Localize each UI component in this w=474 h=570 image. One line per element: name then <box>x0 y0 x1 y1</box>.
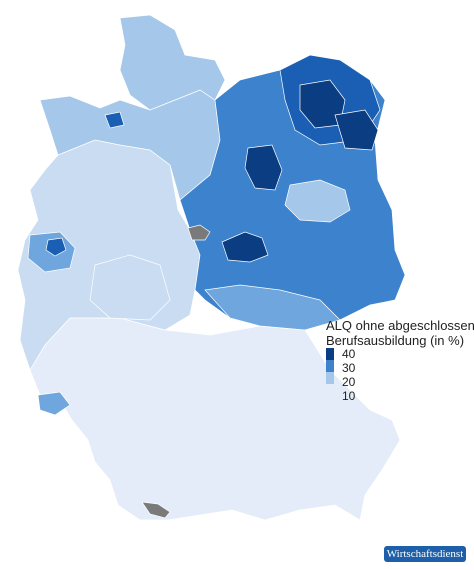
legend-title-line2: Berufsausbildung (in %) <box>326 333 465 348</box>
region-saxony-mid <box>204 284 341 331</box>
region-missing-data-lake <box>141 501 171 519</box>
legend-title-line1: ALQ ohne abgeschlossene <box>326 318 474 333</box>
legend-swatch-10 <box>326 384 334 396</box>
legend-tick-40: 40 <box>342 347 356 361</box>
legend-tick-20: 20 <box>342 375 356 389</box>
region-bremen-dark <box>104 111 125 129</box>
region-hessen-light <box>89 254 171 321</box>
region-saarland-mid <box>37 391 71 416</box>
region-brandenburg-light <box>284 179 351 223</box>
region-missing-data-harz <box>187 224 211 241</box>
region-ruhr-dark <box>45 237 67 257</box>
legend-swatch-40 <box>326 348 334 360</box>
legend-tick-30: 30 <box>342 361 356 375</box>
region-saxony-anhalt-darkest <box>221 231 269 263</box>
legend-swatch-30 <box>326 360 334 372</box>
legend-tick-10: 10 <box>342 389 356 403</box>
region-altmark-darkest <box>244 144 283 191</box>
region-uckermark-darkest <box>334 109 379 151</box>
legend-title: ALQ ohne abgeschlossene Berufsausbildung… <box>326 318 474 348</box>
wirtschaftsdienst-logo: Wirtschaftsdienst <box>384 546 466 562</box>
region-schleswig-holstein <box>119 14 226 111</box>
legend-swatch-20 <box>326 372 334 384</box>
legend-color-bar <box>326 348 334 396</box>
